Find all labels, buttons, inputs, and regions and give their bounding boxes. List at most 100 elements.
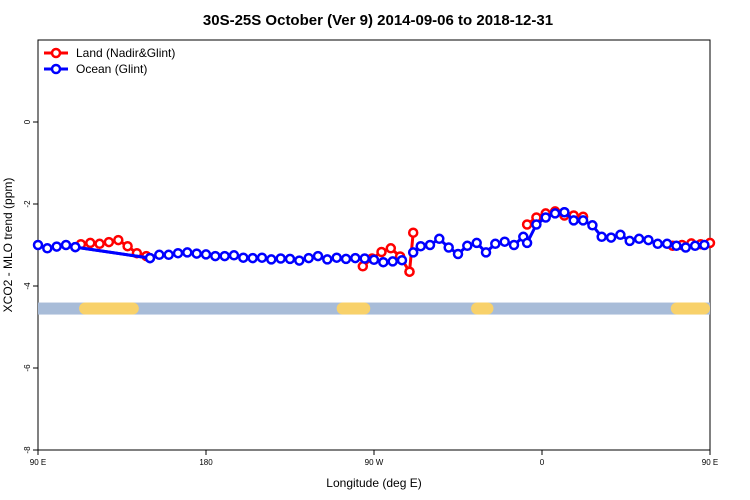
y-tick-label: -2 [23, 200, 32, 208]
data-point-ocean [294, 255, 305, 266]
data-point-ocean [559, 206, 570, 218]
y-tick-label: -6 [23, 364, 32, 372]
data-point-ocean [443, 242, 454, 253]
data-point-ocean [689, 240, 701, 252]
data-point-ocean [275, 253, 286, 264]
data-point-ocean [200, 249, 212, 260]
data-point-ocean [633, 233, 645, 245]
data-point-ocean [331, 252, 342, 263]
plot-area-frame [37, 39, 711, 451]
x-tick-label: 90 W [365, 458, 384, 467]
data-point-ocean [368, 254, 380, 266]
data-point-land [404, 266, 415, 277]
x-tick-label: 90 E [30, 458, 46, 467]
data-point-ocean [415, 240, 426, 252]
data-point-ocean [490, 238, 501, 250]
series-layer [32, 206, 716, 277]
x-tick-label: 90 E [702, 458, 718, 467]
data-point-ocean [452, 248, 464, 260]
legend-marker-land [50, 47, 62, 59]
data-point-ocean [480, 247, 492, 258]
legend-label-land: Land (Nadir&Glint) [76, 46, 175, 60]
data-point-ocean [51, 241, 62, 252]
data-point-ocean [624, 235, 635, 247]
data-point-ocean [671, 240, 682, 252]
data-point-ocean [42, 243, 53, 254]
x-axis-label: Longitude (deg E) [326, 476, 421, 490]
data-point-ocean [303, 252, 314, 264]
data-point-ocean [471, 237, 482, 249]
data-point-ocean [154, 249, 165, 261]
data-point-ocean [605, 232, 617, 243]
data-point-ocean [680, 242, 691, 253]
data-point-ocean [424, 239, 436, 251]
y-axis-label: XCO2 - MLO trend (ppm) [1, 178, 15, 313]
data-point-ocean [387, 256, 398, 267]
x-axis: 90 E 180 90 W 0 90 E [30, 450, 718, 467]
data-point-ocean [312, 250, 324, 262]
series-line-ocean [75, 245, 151, 260]
data-point-ocean [266, 254, 277, 265]
data-point-ocean [256, 252, 268, 263]
data-point-ocean [340, 253, 352, 265]
data-point-land [94, 238, 105, 250]
data-point-ocean [70, 241, 81, 253]
chart-title: 30S-25S October (Ver 9) 2014-09-06 to 20… [203, 12, 553, 29]
strip-land-segment [471, 302, 494, 315]
data-point-ocean [521, 237, 533, 249]
data-point-ocean [462, 240, 473, 252]
data-point-ocean [359, 253, 370, 264]
data-point-ocean [32, 239, 44, 251]
strip-land-segment [336, 302, 371, 315]
data-point-land [122, 240, 133, 252]
y-tick-label: -4 [23, 282, 32, 290]
y-axis: 0 -2 -4 -6 -8 [23, 119, 38, 454]
data-point-ocean [508, 239, 520, 251]
data-point-land [103, 236, 115, 248]
legend-label-ocean: Ocean (Glint) [76, 62, 147, 76]
data-point-ocean [434, 233, 445, 245]
data-point-ocean [144, 252, 156, 264]
bottom-strip [38, 302, 710, 315]
data-point-land [407, 227, 419, 238]
strip-land-segment [670, 302, 710, 315]
data-point-land [85, 237, 96, 249]
data-point-land [521, 219, 533, 230]
data-point-ocean [549, 208, 561, 219]
x-tick-label: 180 [199, 458, 213, 467]
data-point-ocean [407, 247, 419, 258]
data-point-ocean [191, 248, 202, 259]
data-point-ocean [284, 253, 296, 265]
data-point-ocean [540, 212, 551, 223]
x-tick-label: 0 [540, 458, 545, 467]
data-point-ocean [228, 250, 240, 261]
data-point-ocean [210, 250, 221, 262]
data-point-ocean [247, 252, 258, 264]
data-point-ocean [238, 252, 249, 263]
data-point-ocean [378, 256, 389, 268]
data-point-land [113, 234, 124, 246]
data-point-ocean [615, 229, 626, 241]
data-point-ocean [172, 247, 184, 259]
y-tick-label: -8 [23, 446, 32, 454]
data-point-land [385, 243, 397, 254]
data-point-ocean [182, 247, 193, 258]
data-point-ocean [699, 239, 710, 251]
data-point-land [376, 246, 387, 258]
strip-ocean-band [38, 302, 710, 315]
data-point-ocean [577, 215, 589, 226]
legend: Land (Nadir&Glint) Ocean (Glint) [44, 46, 175, 76]
data-point-ocean [350, 252, 361, 264]
data-point-ocean [60, 239, 72, 251]
data-point-ocean [652, 238, 663, 250]
data-point-ocean [587, 220, 598, 231]
data-point-ocean [643, 234, 654, 246]
data-point-ocean [163, 249, 174, 261]
strip-land-segment [79, 302, 139, 315]
data-point-ocean [219, 250, 230, 262]
data-point-ocean [322, 254, 333, 265]
data-point-ocean [499, 236, 510, 247]
y-tick-label: 0 [23, 119, 32, 124]
data-point-ocean [568, 215, 579, 226]
